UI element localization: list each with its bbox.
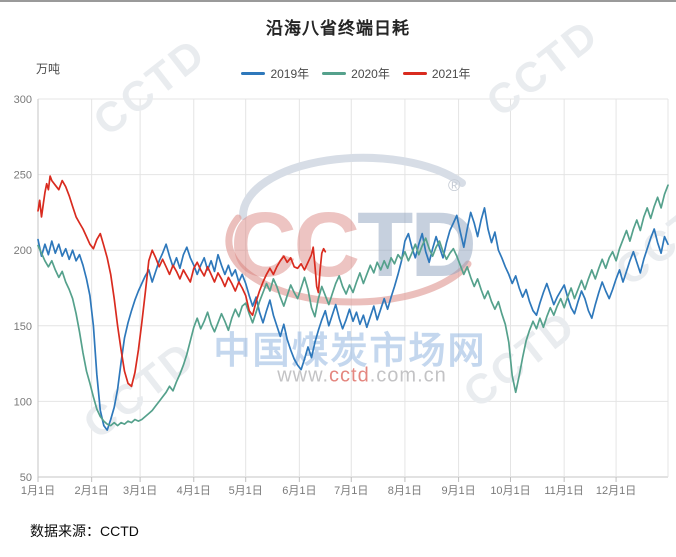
x-tick-label: 12月1日 <box>596 485 636 497</box>
y-tick-label-200: 200 <box>14 245 32 257</box>
x-tick-label: 11月1日 <box>544 485 584 497</box>
x-tick-label: 2月1日 <box>75 485 109 497</box>
series-line-2020年 <box>37 184 669 427</box>
x-tick-label: 5月1日 <box>229 485 263 497</box>
y-tick-label-150: 150 <box>14 321 32 333</box>
legend-swatch-2019 <box>241 72 266 75</box>
legend-item-2021: 2021年 <box>402 65 471 82</box>
x-tick-label: 10月1日 <box>490 485 530 497</box>
data-source-label: 数据来源：CCTD <box>30 523 139 539</box>
series-line-2019年 <box>37 207 669 431</box>
y-tick-label-50: 50 <box>20 472 32 484</box>
y-axis-unit-label: 万吨 <box>36 62 61 76</box>
chart-title: 沿海八省终端日耗 <box>266 19 410 38</box>
legend-swatch-2020 <box>322 72 347 75</box>
series-line-2021年 <box>37 175 327 388</box>
y-tick-label-300: 300 <box>14 94 32 106</box>
legend-label-2021: 2021年 <box>431 67 471 81</box>
chart-legend: 2019年 2020年 2021年 <box>36 65 676 82</box>
x-tick-label: 8月1日 <box>388 485 422 497</box>
legend-item-2020: 2020年 <box>322 65 390 82</box>
legend-swatch-2021 <box>402 72 427 75</box>
legend-item-2019: 2019年 <box>241 65 309 82</box>
x-tick-label: 9月1日 <box>441 485 475 497</box>
x-tick-label: 4月1日 <box>177 485 211 497</box>
y-tick-label-250: 250 <box>14 170 32 182</box>
x-tick-label: 7月1日 <box>334 485 368 497</box>
x-tick-label: 6月1日 <box>282 485 316 497</box>
legend-label-2019: 2019年 <box>270 67 310 81</box>
legend-label-2020: 2020年 <box>351 67 390 81</box>
y-tick-label-100: 100 <box>14 396 32 408</box>
x-tick-label: 3月1日 <box>123 485 157 497</box>
x-tick-label: 1月1日 <box>21 485 55 497</box>
